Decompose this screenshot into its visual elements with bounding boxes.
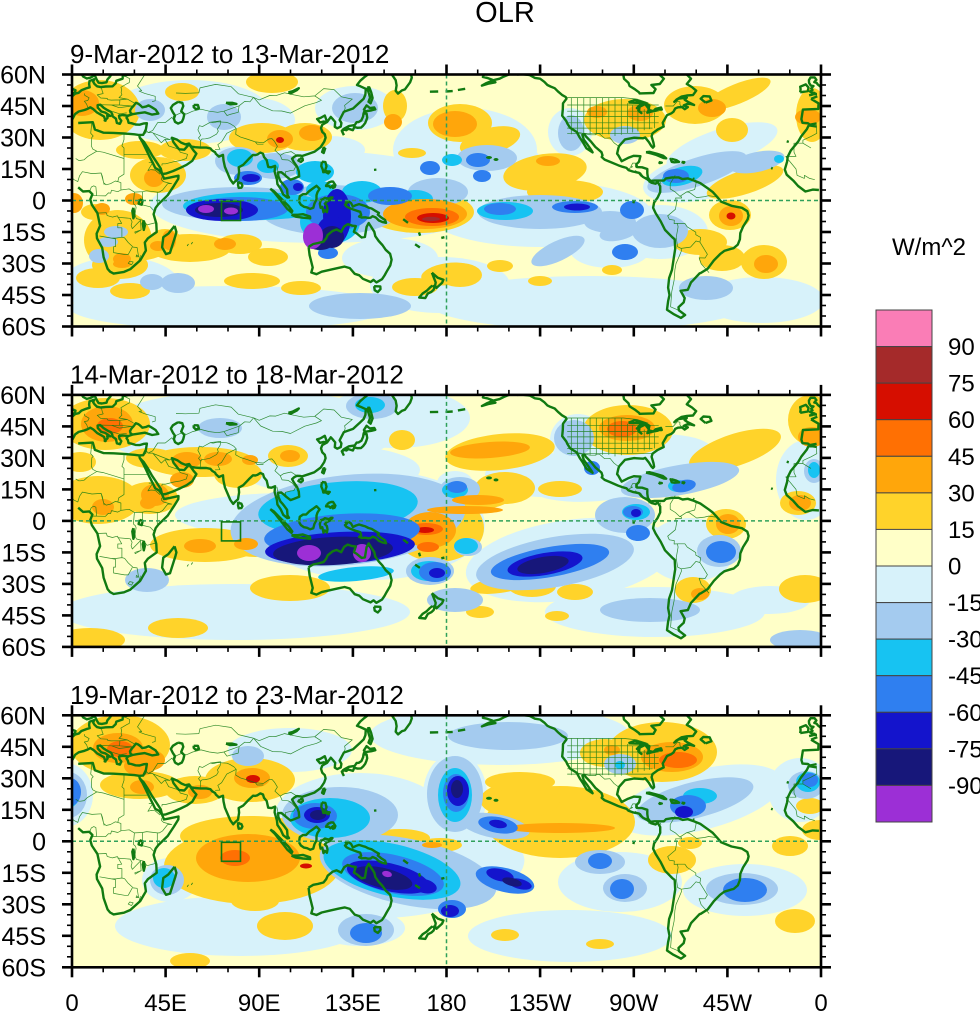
svg-text:15N: 15N [0,797,46,825]
svg-text:9-Mar-2012 to 13-Mar-2012: 9-Mar-2012 to 13-Mar-2012 [70,39,389,69]
svg-text:-15: -15 [948,590,980,617]
svg-text:15S: 15S [2,860,46,888]
svg-text:60S: 60S [2,634,46,662]
svg-text:90: 90 [948,334,975,361]
svg-text:180: 180 [426,990,466,1014]
svg-text:45S: 45S [2,282,46,310]
svg-text:0: 0 [32,188,46,216]
svg-text:15N: 15N [0,156,46,184]
svg-text:30N: 30N [0,125,46,153]
svg-text:W/m^2: W/m^2 [892,234,966,261]
svg-text:75: 75 [948,371,975,398]
svg-text:135E: 135E [325,990,381,1014]
svg-text:0: 0 [948,554,961,581]
svg-text:30N: 30N [0,445,46,473]
svg-text:60S: 60S [2,954,46,982]
svg-text:60N: 60N [0,382,46,410]
svg-text:45E: 45E [144,990,187,1014]
svg-text:30: 30 [948,480,975,507]
svg-text:OLR: OLR [475,0,535,29]
svg-text:-75: -75 [948,736,980,763]
svg-text:30S: 30S [2,891,46,919]
svg-text:15N: 15N [0,476,46,504]
svg-text:0: 0 [814,990,827,1014]
svg-text:0: 0 [32,828,46,856]
svg-text:15S: 15S [2,539,46,567]
svg-text:60N: 60N [0,702,46,730]
svg-text:14-Mar-2012 to 18-Mar-2012: 14-Mar-2012 to 18-Mar-2012 [70,359,404,389]
svg-text:15S: 15S [2,219,46,247]
svg-text:45N: 45N [0,93,46,121]
svg-text:30S: 30S [2,571,46,599]
svg-text:45N: 45N [0,734,46,762]
svg-text:15: 15 [948,517,975,544]
svg-text:45: 45 [948,444,975,471]
svg-text:90E: 90E [238,990,281,1014]
svg-text:45W: 45W [703,990,753,1014]
svg-text:60: 60 [948,407,975,434]
svg-text:0: 0 [65,990,78,1014]
svg-text:45S: 45S [2,602,46,630]
svg-text:19-Mar-2012 to 23-Mar-2012: 19-Mar-2012 to 23-Mar-2012 [70,680,404,710]
svg-text:60S: 60S [2,314,46,342]
svg-text:30S: 30S [2,251,46,279]
svg-text:-45: -45 [948,663,980,690]
svg-text:0: 0 [32,508,46,536]
svg-text:45S: 45S [2,923,46,951]
svg-text:-30: -30 [948,627,980,654]
svg-text:135W: 135W [509,990,572,1014]
svg-text:60N: 60N [0,62,46,90]
svg-text:45N: 45N [0,413,46,441]
svg-text:-60: -60 [948,700,980,727]
svg-text:30N: 30N [0,765,46,793]
svg-text:90W: 90W [609,990,659,1014]
svg-text:-90: -90 [948,773,980,800]
